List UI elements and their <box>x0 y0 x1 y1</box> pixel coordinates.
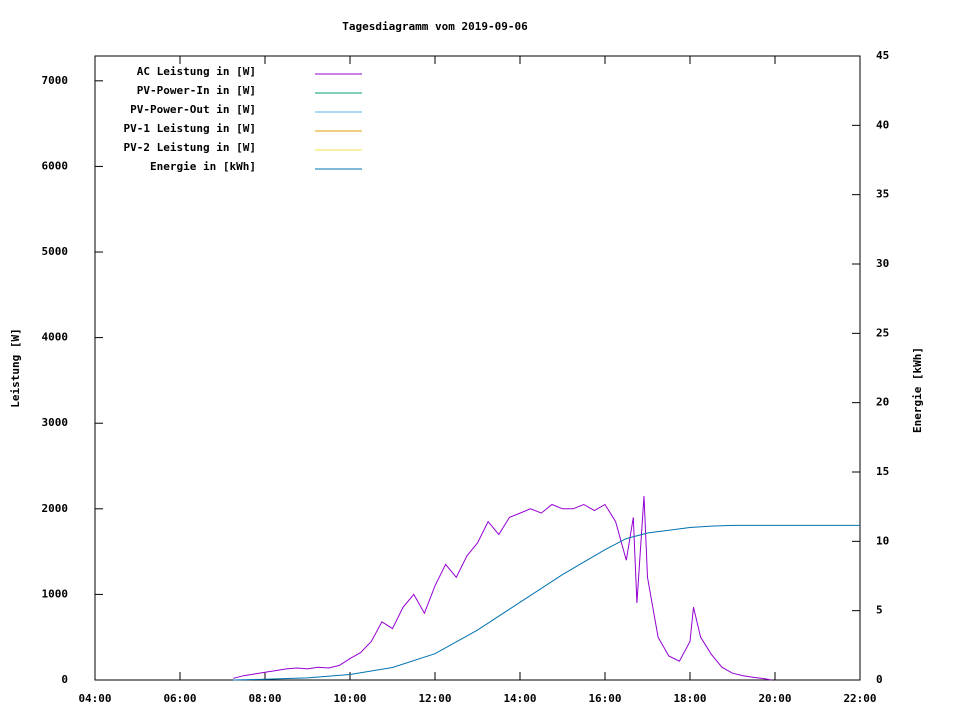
x-tick-label: 08:00 <box>248 692 281 705</box>
x-tick-label: 04:00 <box>78 692 111 705</box>
y2-tick-label: 30 <box>876 257 889 270</box>
y-tick-label: 6000 <box>42 159 69 172</box>
chart-title: Tagesdiagramm vom 2019-09-06 <box>342 20 528 33</box>
y2-tick-label: 45 <box>876 49 889 62</box>
y-tick-label: 3000 <box>42 416 69 429</box>
x-tick-label: 06:00 <box>163 692 196 705</box>
legend-label: AC Leistung in [W] <box>137 65 256 78</box>
series-line <box>232 495 772 681</box>
y2-tick-label: 40 <box>876 118 889 131</box>
legend-label: PV-Power-Out in [W] <box>130 103 256 116</box>
y2-tick-label: 10 <box>876 534 889 547</box>
x-tick-label: 18:00 <box>673 692 706 705</box>
y2-tick-label: 5 <box>876 604 883 617</box>
y-tick-label: 1000 <box>42 587 69 600</box>
x-tick-label: 10:00 <box>333 692 366 705</box>
y2-tick-label: 35 <box>876 188 889 201</box>
x-tick-label: 16:00 <box>588 692 621 705</box>
x-tick-label: 22:00 <box>843 692 876 705</box>
y2-axis-label: Energie [kWh] <box>911 347 924 433</box>
x-tick-label: 12:00 <box>418 692 451 705</box>
y2-tick-label: 25 <box>876 326 889 339</box>
y2-tick-label: 0 <box>876 673 883 686</box>
y2-tick-label: 20 <box>876 396 889 409</box>
y-tick-label: 5000 <box>42 245 69 258</box>
legend-label: PV-2 Leistung in [W] <box>124 141 256 154</box>
y-axis-label: Leistung [W] <box>9 328 22 407</box>
y2-tick-label: 15 <box>876 465 889 478</box>
plot-frame <box>94 55 861 681</box>
y-tick-label: 2000 <box>42 502 69 515</box>
legend-label: PV-Power-In in [W] <box>137 84 256 97</box>
y-tick-label: 4000 <box>42 331 69 344</box>
x-tick-label: 20:00 <box>758 692 791 705</box>
x-tick-label: 14:00 <box>503 692 536 705</box>
y-tick-label: 7000 <box>42 74 69 87</box>
y-tick-label: 0 <box>61 673 68 686</box>
series-line <box>233 524 860 681</box>
legend-label: Energie in [kWh] <box>150 160 256 173</box>
legend-label: PV-1 Leistung in [W] <box>124 122 256 135</box>
